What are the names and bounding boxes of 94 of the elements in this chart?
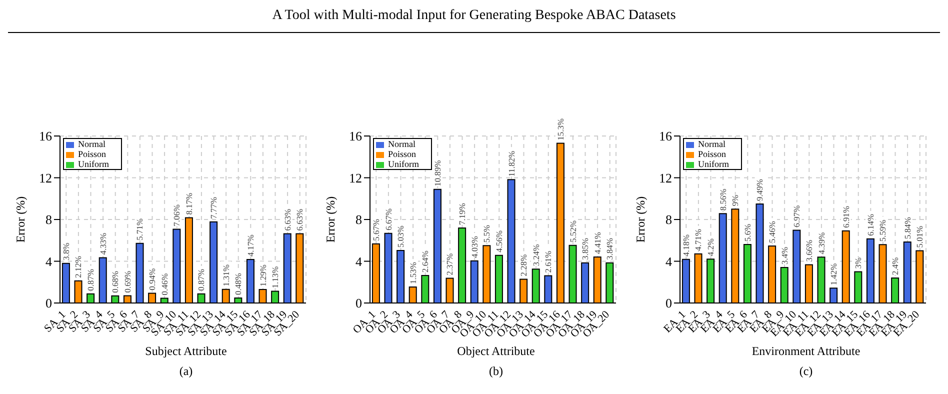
text: (c): [798, 364, 814, 379]
data-label: 4.39%: [816, 232, 826, 254]
data-label: 4.03%: [469, 236, 480, 258]
data-label: 4.17%: [245, 234, 256, 256]
data-label: 5.01%: [914, 226, 925, 248]
legend-label: Normal: [388, 139, 416, 149]
y-tick-label: 8: [666, 212, 672, 228]
y-tick-label: 0: [356, 296, 362, 311]
x-axis-title: Environment Attribute: [750, 344, 862, 359]
data-label: 5.67%: [370, 218, 381, 241]
data-label: 4.2%: [706, 238, 716, 256]
legend-label: Poisson: [698, 149, 726, 159]
legend-label: Uniform: [388, 159, 419, 169]
data-label: 4.56%: [494, 230, 504, 252]
data-label: 0.46%: [159, 273, 170, 296]
data-label: 0.48%: [233, 273, 244, 295]
data-label: 7.77%: [208, 196, 219, 219]
data-label: 9%: [730, 194, 740, 206]
text: (a): [178, 364, 194, 379]
data-label: 3%: [853, 257, 864, 269]
data-label: 0.87%: [86, 268, 96, 291]
y-tick-label: 8: [46, 212, 52, 228]
y-tick-label: 12: [349, 170, 362, 186]
data-label: 6.14%: [865, 214, 876, 236]
data-label: 2.12%: [73, 256, 84, 278]
data-label: 5.52%: [568, 220, 578, 242]
y-tick-label: 12: [659, 170, 672, 186]
data-label: 11.82%: [506, 150, 516, 177]
data-label: 2.61%: [543, 250, 554, 273]
data-label: 1.53%: [408, 262, 418, 284]
y-tick-label: 4: [666, 254, 672, 269]
data-label: 3.24%: [530, 244, 541, 266]
data-label: 3.66%: [804, 240, 814, 262]
legend-label: Normal: [698, 139, 726, 149]
data-label: 15.3%: [555, 118, 566, 140]
data-label: 6.67%: [383, 208, 394, 230]
data-label: 8.56%: [718, 188, 728, 211]
data-label: 5.71%: [134, 218, 145, 240]
y-tick-label: 16: [659, 128, 672, 144]
legend-label: Uniform: [78, 159, 109, 169]
y-tick-label: 4: [46, 254, 52, 269]
legend-label: Poisson: [388, 149, 416, 159]
data-label: 2.37%: [444, 253, 455, 276]
data-label: 4.41%: [592, 232, 602, 254]
data-label: 9.49%: [754, 178, 765, 201]
y-tick-label: 12: [39, 170, 52, 186]
data-label: 7.06%: [172, 204, 182, 226]
data-label: 5.5%: [482, 224, 492, 243]
data-label: 4.71%: [693, 228, 704, 251]
data-label: 6.63%: [282, 208, 292, 231]
text: A Tool with Multi-modal Input for Generating Bespoke ABAC Datasets: [271, 8, 677, 24]
y-tick-label: 16: [349, 128, 362, 144]
data-label: 5.03%: [396, 226, 406, 248]
data-label: 5.6%: [742, 224, 752, 242]
data-label: 0.68%: [110, 270, 120, 293]
y-tick-label: 0: [666, 296, 672, 311]
data-label: 7.19%: [457, 202, 468, 225]
data-label: 0.69%: [122, 270, 132, 293]
y-tick-label: 4: [356, 254, 362, 269]
data-label: 3.4%: [779, 246, 790, 265]
data-label: 5.59%: [878, 220, 888, 242]
y-tick-label: 8: [356, 212, 362, 228]
data-label: 5.46%: [767, 221, 778, 244]
data-label: 0.87%: [196, 268, 206, 291]
data-label: 1.13%: [270, 266, 280, 288]
legend-label: Uniform: [698, 159, 729, 169]
y-axis-title: Error (%): [323, 196, 338, 243]
y-tick-label: 0: [46, 296, 52, 311]
data-label: 1.42%: [828, 263, 839, 286]
data-label: 10.89%: [432, 160, 442, 186]
data-label: 6.63%: [294, 208, 305, 231]
y-axis-title: Error (%): [13, 196, 28, 243]
legend-label: Poisson: [78, 149, 106, 159]
x-axis-title: Subject Attribute: [144, 344, 228, 359]
x-axis-title: Object Attribute: [456, 344, 536, 359]
data-label: 4.18%: [680, 234, 691, 256]
data-label: 6.97%: [792, 205, 802, 228]
data-label: 3.84%: [604, 238, 615, 260]
data-label: 2.28%: [518, 254, 529, 276]
data-label: 4.33%: [98, 232, 108, 255]
data-label: 1.29%: [258, 264, 268, 287]
data-label: 8.17%: [184, 192, 194, 215]
data-label: 6.91%: [840, 206, 851, 228]
data-label: 0.94%: [147, 268, 158, 290]
data-label: 3.85%: [580, 238, 590, 260]
data-label: 2.64%: [420, 250, 430, 272]
text: (b): [488, 364, 504, 379]
data-label: 5.84%: [902, 217, 912, 240]
data-label: 2.4%: [890, 257, 900, 275]
legend-label: Normal: [78, 139, 106, 149]
y-tick-label: 16: [39, 128, 52, 144]
y-axis-title: Error (%): [633, 196, 648, 243]
data-label: 1.31%: [220, 264, 231, 286]
data-label: 3.8%: [60, 242, 71, 260]
